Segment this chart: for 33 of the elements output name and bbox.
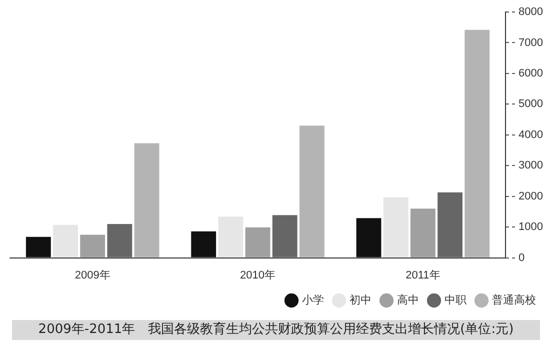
y-tick-label: 8000 [518, 6, 544, 18]
text: 2009年-2011年 我国各级教育生均公共财政预算公用经费支出增长情况(单位:元) [12, 320, 540, 340]
bar [53, 224, 78, 258]
y-tick-label: 3000 [518, 160, 544, 172]
bar [464, 30, 490, 258]
x-tick-label: 2011年 [406, 269, 440, 282]
bar [107, 224, 132, 258]
y-tick-label: 1000 [518, 221, 544, 234]
bar [410, 208, 436, 258]
x-tick-label: 2010年 [240, 269, 276, 282]
bar [356, 218, 382, 258]
legend-label: 中职 [444, 293, 466, 306]
y-tick-label: 2000 [518, 190, 544, 202]
bar [134, 143, 160, 258]
bar [383, 197, 408, 258]
bar [245, 227, 270, 258]
y-tick-label: 7000 [518, 36, 544, 49]
legend-label: 普通高校 [492, 293, 536, 306]
legend-label: 初中 [350, 293, 372, 306]
bar [218, 216, 244, 258]
bar [299, 126, 324, 258]
y-tick-label: 4000 [518, 128, 544, 141]
bar [438, 192, 462, 258]
bar [191, 231, 216, 258]
y-tick-label: 5000 [518, 98, 544, 110]
x-tick-label: 2009年 [74, 269, 110, 282]
y-tick-label: 6000 [518, 67, 544, 80]
legend-label: 高中 [397, 293, 419, 306]
y-tick-label: 0 [518, 252, 525, 264]
bar [272, 215, 298, 258]
legend-label: 小学 [302, 293, 324, 306]
bar [80, 234, 106, 258]
bar [26, 236, 51, 258]
